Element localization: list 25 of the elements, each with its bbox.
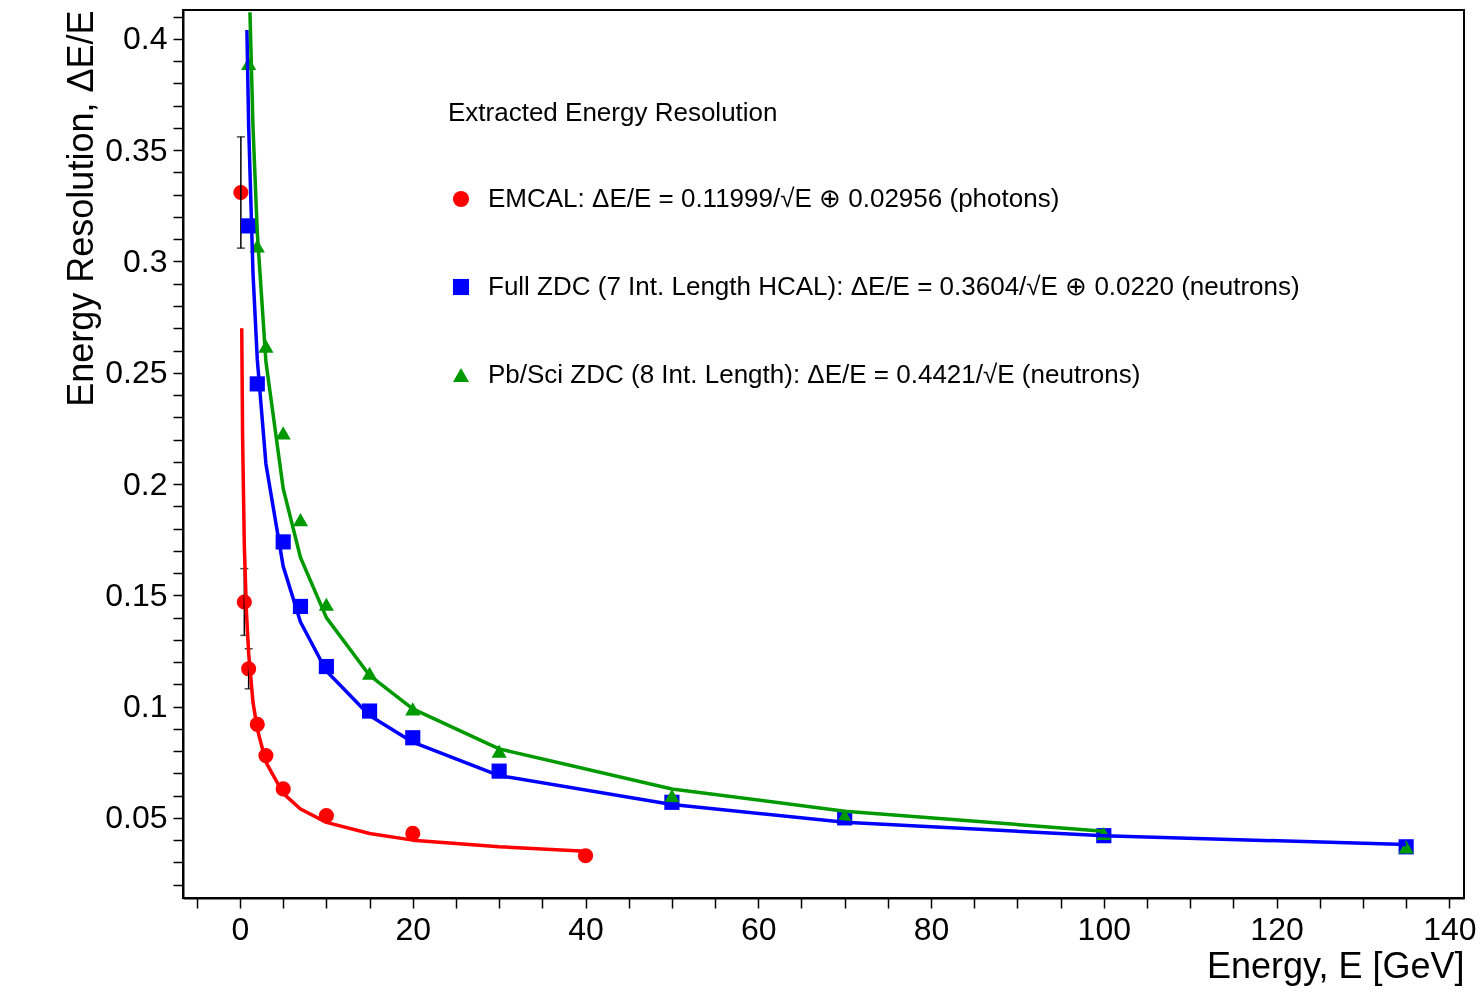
y-tick-label: 0.05 [105, 799, 168, 836]
y-tick-label: 0.1 [123, 688, 168, 725]
y-tick-label: 0.2 [123, 465, 168, 502]
legend-label: Pb/Sci ZDC (8 Int. Length): ΔE/E = 0.4421/√E (neutrons) [488, 359, 1141, 389]
point [292, 513, 309, 527]
x-tick-label: 0 [231, 910, 250, 947]
point [275, 426, 291, 440]
y-tick-label: 0.25 [105, 354, 168, 391]
x-axis-title: Energy, E [GeV] [1207, 944, 1465, 986]
x-tick-label: 120 [1250, 910, 1304, 947]
legend-title: Extracted Energy Resolution [448, 97, 778, 127]
legend-label: Full ZDC (7 Int. Length HCAL): ΔE/E = 0.3604/√E ⊕ 0.0220 (neutrons) [488, 271, 1300, 301]
x-tick-label: 100 [1077, 910, 1131, 947]
y-tick-label: 0.15 [105, 576, 168, 613]
x-tick-label: 20 [395, 910, 432, 947]
x-tick-label: 40 [568, 910, 604, 947]
x-tick-label: 140 [1423, 910, 1477, 947]
y-axis-title: Energy Resolution, ΔE/E [60, 10, 102, 407]
y-tick-label: 0.3 [123, 242, 168, 279]
x-tick-label: 60 [740, 910, 777, 947]
x-tick-label: 80 [913, 910, 950, 947]
point [664, 789, 680, 803]
y-tick-label: 0.4 [123, 20, 168, 57]
legend-label: EMCAL: ΔE/E = 0.11999/√E ⊕ 0.02956 (photons) [488, 183, 1060, 213]
y-tick-label: 0.35 [105, 131, 168, 168]
